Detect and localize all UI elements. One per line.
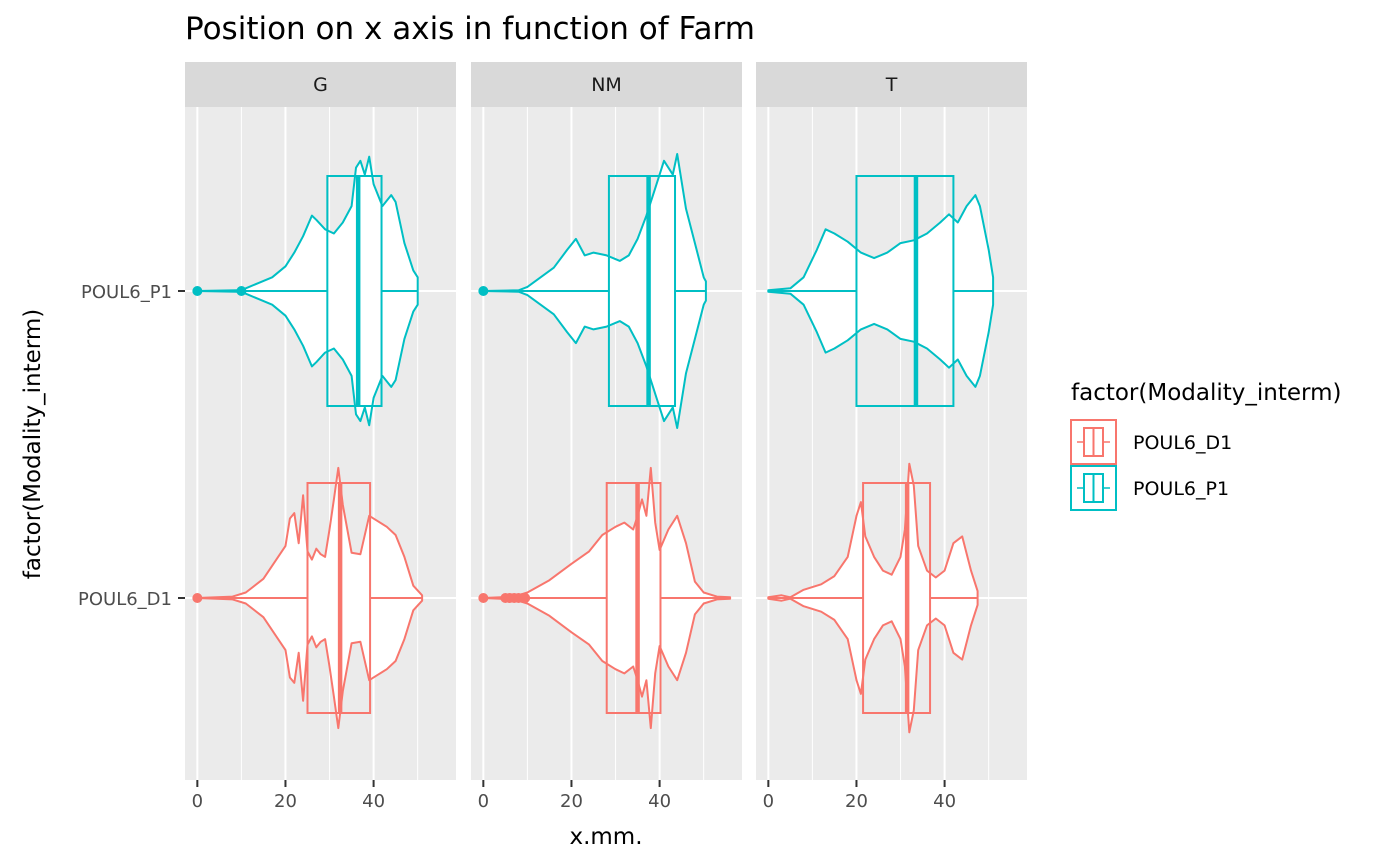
facet-label: G: [313, 74, 328, 96]
outlier-point: [192, 286, 203, 296]
facet-label: NM: [591, 74, 622, 96]
legend-item-poul6_d1: POUL6_D1: [1070, 419, 1232, 465]
x-tick-label: 0: [478, 791, 489, 812]
series-poul6_p1-nm: [478, 153, 707, 429]
x-tick-label: 40: [362, 791, 385, 812]
legend: factor(Modality_interm) POUL6_D1 POUL6_P1: [1070, 380, 1341, 511]
series-poul6_p1-g: [192, 155, 419, 427]
x-axis-title: x.mm.: [569, 824, 642, 850]
panel-background: [756, 107, 1027, 780]
facet-panel-g: G: [185, 62, 456, 780]
panel-background: [185, 107, 456, 780]
x-axis: 0 20 40 0 20 40 0 20 40: [192, 780, 956, 812]
y-axis: POUL6_D1 POUL6_P1: [78, 282, 185, 610]
facet-strip: [471, 62, 742, 107]
y-axis-title: factor(Modality_interm): [20, 309, 46, 579]
y-tick-label: POUL6_P1: [81, 282, 172, 303]
legend-item-poul6_p1: POUL6_P1: [1070, 465, 1229, 511]
x-tick-label: 0: [763, 791, 774, 812]
facet-label: T: [885, 74, 898, 96]
series-poul6_d1-nm: [478, 466, 732, 730]
outlier-point: [236, 286, 247, 296]
facet-panel-t: T: [756, 62, 1027, 780]
box-rect: [855, 175, 955, 407]
facet-strip: [185, 62, 456, 107]
facet-panels: G NM T: [185, 62, 1027, 780]
box-rect: [326, 175, 383, 407]
box-rect: [605, 482, 662, 714]
x-tick-label: 20: [845, 791, 868, 812]
series-poul6_d1-g: [192, 466, 424, 730]
outlier-point: [478, 286, 489, 296]
series-poul6_p1-t: [767, 175, 995, 407]
chart-title: Position on x axis in function of Farm: [185, 11, 755, 47]
violin-shape: [767, 194, 995, 388]
outlier-point: [478, 593, 489, 603]
x-tick-label: 40: [648, 791, 671, 812]
x-tick-label: 40: [933, 791, 956, 812]
series-poul6_d1-t: [767, 462, 979, 734]
outlier-point: [192, 593, 203, 603]
box-rect: [607, 175, 677, 407]
legend-label: POUL6_D1: [1133, 432, 1232, 454]
y-tick-label: POUL6_D1: [78, 589, 172, 610]
x-tick-label: 0: [192, 791, 203, 812]
outlier-point: [520, 593, 531, 603]
legend-title: factor(Modality_interm): [1071, 380, 1341, 406]
facet-strip: [756, 62, 1027, 107]
x-tick-label: 20: [560, 791, 583, 812]
box-rect: [862, 482, 932, 714]
x-tick-label: 20: [274, 791, 297, 812]
legend-label: POUL6_P1: [1133, 478, 1229, 500]
